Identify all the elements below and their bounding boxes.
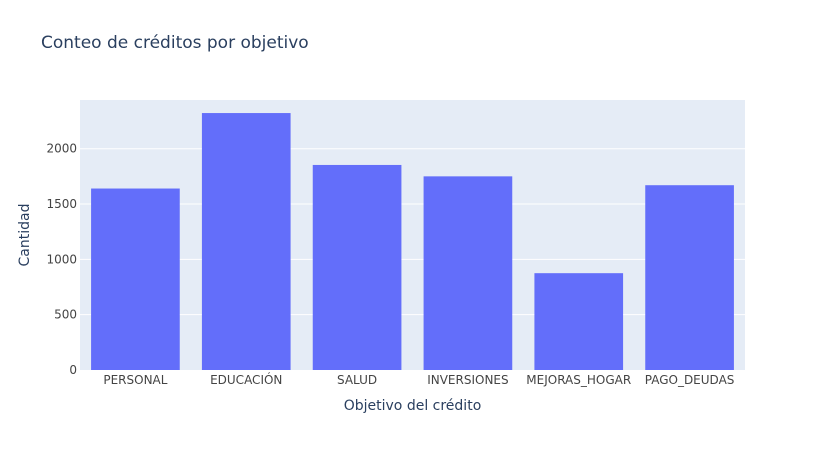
y-tick-label: 0 bbox=[69, 363, 77, 377]
x-tick-label: SALUD bbox=[337, 373, 377, 387]
bar-mejoras_hogar bbox=[534, 273, 623, 370]
bar-personal bbox=[91, 189, 180, 370]
x-tick-label: PAGO_DEUDAS bbox=[645, 373, 735, 387]
bar-pago_deudas bbox=[645, 185, 734, 370]
bar-salud bbox=[313, 165, 402, 370]
x-tick-label: MEJORAS_HOGAR bbox=[526, 373, 631, 387]
y-tick-label: 500 bbox=[54, 308, 77, 322]
x-tick-label: EDUCACIÓN bbox=[210, 372, 282, 387]
x-tick-label: PERSONAL bbox=[103, 373, 167, 387]
x-tick-label: INVERSIONES bbox=[427, 373, 508, 387]
y-axis-title: Cantidad bbox=[17, 204, 33, 267]
y-tick-label: 2000 bbox=[46, 142, 77, 156]
bar-inversiones bbox=[424, 176, 513, 370]
x-axis-ticks: PERSONAL EDUCACIÓN SALUD INVERSIONES MEJORAS… bbox=[103, 372, 734, 387]
chart-title: Conteo de créditos por objetivo bbox=[41, 33, 309, 53]
x-axis-title: Objetivo del crédito bbox=[344, 398, 482, 414]
y-axis-ticks: 0 500 1000 1500 2000 bbox=[46, 142, 77, 377]
bar-educación bbox=[202, 113, 291, 370]
y-tick-label: 1000 bbox=[46, 252, 77, 266]
y-tick-label: 1500 bbox=[46, 197, 77, 211]
